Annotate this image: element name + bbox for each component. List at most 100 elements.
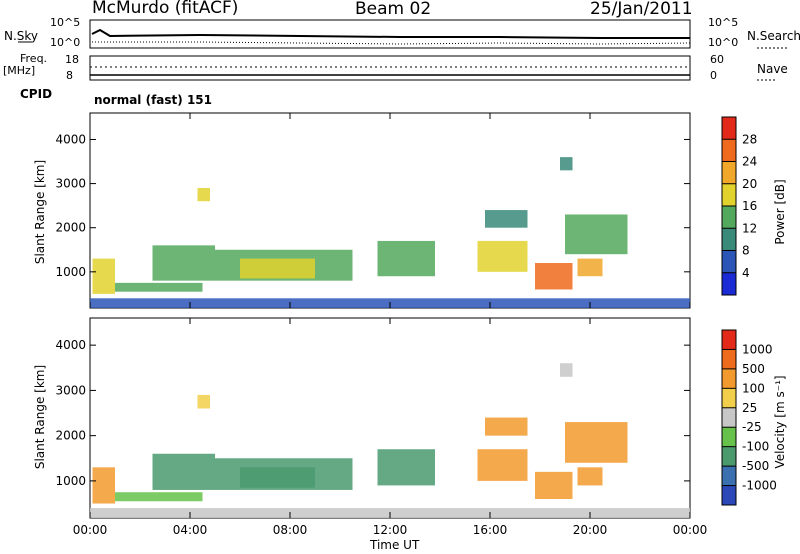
colorbar-tick-label: -1000 <box>742 479 777 493</box>
nsky-lo-label: 10^0 <box>50 36 81 49</box>
x-tick-label: 00:00 <box>73 523 108 537</box>
x-tick-label: 08:00 <box>273 523 308 537</box>
freq-strip <box>89 55 777 81</box>
velocity-panel: 1000 2000 3000 4000 00:00 04:00 08:00 12:00 16:0… <box>55 317 708 537</box>
y-tick-label: 3000 <box>55 177 86 191</box>
echo-region <box>485 417 528 436</box>
echo-region <box>477 240 528 272</box>
echo-region <box>560 157 573 171</box>
colorbar-tick-label: 8 <box>742 244 750 258</box>
echo-region <box>197 394 210 409</box>
echo-region <box>477 449 528 481</box>
echo-region <box>577 467 603 486</box>
colorbar-tick-label: -25 <box>742 420 762 434</box>
freq-label-line2: [MHz] <box>3 64 36 77</box>
freq-hi-label: 18 <box>65 53 79 66</box>
colorbar-tick-label: -500 <box>742 459 769 473</box>
echo-region <box>240 258 315 279</box>
x-tick-label: 00:00 <box>673 523 708 537</box>
echo-region <box>485 210 528 228</box>
nsearch-trace <box>92 41 691 45</box>
time-xlabel: Time UT <box>370 538 420 552</box>
echo-region <box>152 245 215 281</box>
y-tick-label: 3000 <box>55 383 86 397</box>
nsky-hi-label: 10^5 <box>50 16 81 29</box>
x-tick-label: 20:00 <box>573 523 608 537</box>
echo-region <box>377 240 435 277</box>
nave-hi-label: 60 <box>710 53 724 66</box>
colorbar-swatch <box>722 250 736 273</box>
echo-region <box>535 471 573 499</box>
echo-region <box>535 263 573 290</box>
y-tick-label: 1000 <box>55 265 86 279</box>
y-tick-label: 4000 <box>55 132 86 146</box>
colorbar-tick-label: 100 <box>742 381 765 395</box>
nave-label: Nave <box>757 62 788 76</box>
echo-region <box>115 282 203 292</box>
cpid-label: CPID <box>20 87 53 101</box>
echo-region <box>115 492 203 502</box>
colorbar-tick-label: 1000 <box>742 342 773 356</box>
nave-lo-label: 0 <box>710 69 717 82</box>
colorbar-tick-label: 20 <box>742 177 757 191</box>
nsearch-lo-label: 10^0 <box>708 36 739 49</box>
colorbar-frame <box>721 329 737 506</box>
nsky-trace <box>91 28 690 39</box>
freq-lo-label: 8 <box>66 69 73 82</box>
colorbar-swatch <box>722 485 736 505</box>
y-tick-label: 1000 <box>55 474 86 488</box>
beam-title: Beam 02 <box>355 0 432 19</box>
nsearch-label: N.Search <box>747 29 800 43</box>
freq-label-line1: Freq. <box>20 52 48 65</box>
power-panel: 1000 2000 3000 4000 <box>55 112 691 309</box>
echo-region <box>197 188 210 202</box>
echo-region <box>152 453 215 490</box>
colorbar-tick-label: 28 <box>742 132 757 146</box>
colorbar-tick-label: 500 <box>742 362 765 376</box>
y-tick-label: 2000 <box>55 429 86 443</box>
colorbar-swatch <box>722 407 736 428</box>
y-tick-label: 2000 <box>55 221 86 235</box>
colorbar-tick-label: -100 <box>742 440 769 454</box>
y-tick-label: 4000 <box>55 338 86 352</box>
nsky-label: N.Sky <box>4 29 39 43</box>
date-title: 25/Jan/2011 <box>590 0 693 19</box>
echo-region <box>560 363 573 377</box>
colorbar-swatch <box>722 446 736 467</box>
colorbar-swatch <box>722 427 736 447</box>
colorbar-swatch <box>722 139 736 162</box>
echo-region <box>377 449 435 486</box>
colorbar-swatch <box>722 272 736 295</box>
colorbar-swatch <box>722 330 736 350</box>
cpid-value: normal (fast) 151 <box>94 93 212 107</box>
station-title: McMurdo (fitACF) <box>92 0 239 18</box>
echo-region <box>92 258 115 294</box>
colorbar-swatch <box>722 228 736 251</box>
colorbar-swatch <box>722 466 736 486</box>
x-tick-label: 16:00 <box>473 523 508 537</box>
colorbar-swatch <box>722 117 736 140</box>
colorbar-swatch <box>722 206 736 229</box>
colorbar-swatch <box>722 349 736 369</box>
colorbar-swatch <box>722 388 736 408</box>
colorbar-swatch <box>722 368 736 389</box>
velocity-ylabel: Slant Range [km] <box>33 364 47 470</box>
echo-region <box>240 467 315 488</box>
colorbar-tick-label: 24 <box>742 155 757 169</box>
colorbar-swatch <box>722 161 736 184</box>
nsearch-hi-label: 10^5 <box>708 16 739 29</box>
velocity-colorbar: 1000 500 100 25 -25 -100 -500 -1000 <box>721 329 777 506</box>
echo-region <box>565 214 628 255</box>
echo-region <box>92 467 115 504</box>
power-cbar-label: Power [dB] <box>773 179 787 245</box>
x-tick-label: 04:00 <box>173 523 208 537</box>
velocity-cbar-label: Velocity [m s⁻¹] <box>773 375 787 469</box>
power-ylabel: Slant Range [km] <box>33 159 47 265</box>
colorbar-tick-label: 12 <box>742 221 757 235</box>
colorbar-swatch <box>722 183 736 206</box>
colorbar-tick-label: 16 <box>742 199 757 213</box>
nsky-strip <box>18 19 789 49</box>
colorbar-tick-label: 25 <box>742 401 757 415</box>
power-colorbar: 4 8 12 16 20 24 28 <box>721 116 757 296</box>
